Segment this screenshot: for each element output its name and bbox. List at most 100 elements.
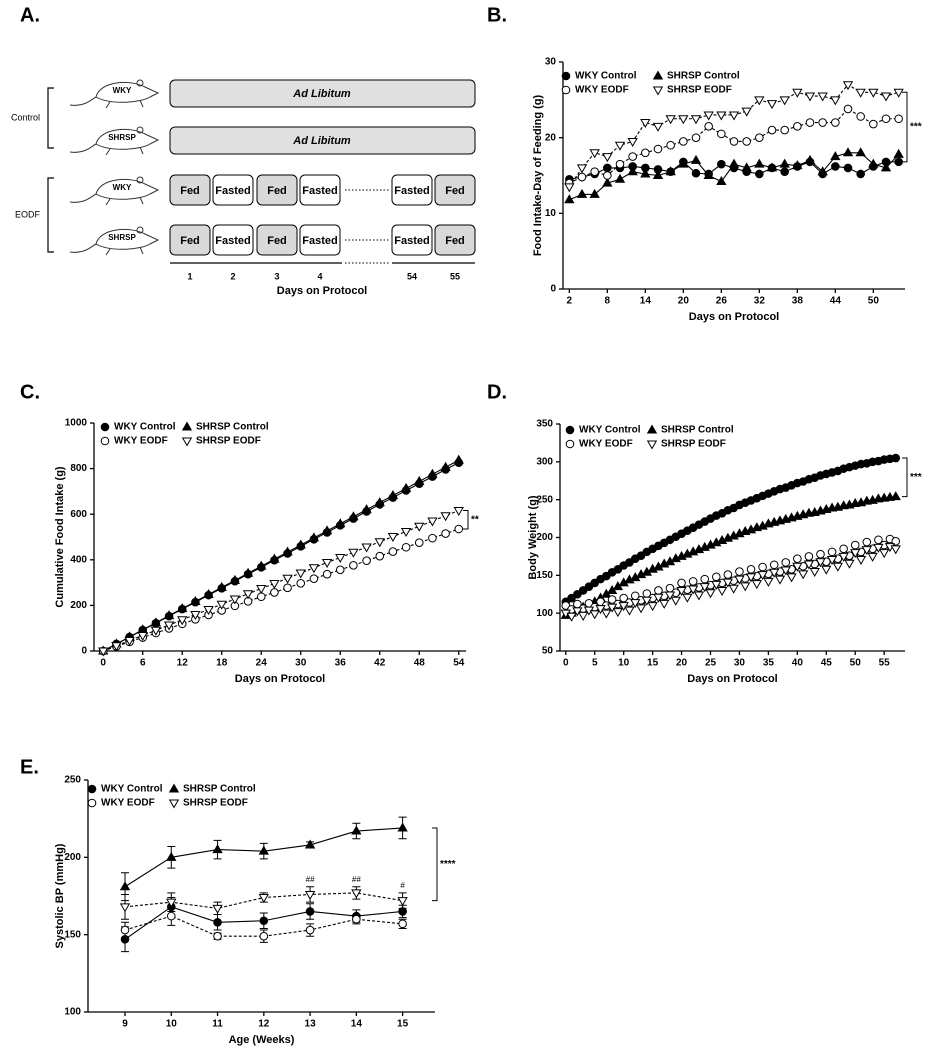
x-tick-label: 20: [678, 296, 690, 307]
legend-label: WKY Control: [101, 784, 163, 795]
x-tick-label: 12: [177, 658, 189, 669]
data-point: [850, 549, 861, 559]
x-tick-label: 50: [868, 296, 880, 307]
data-point: [305, 907, 315, 916]
legend-marker: [561, 71, 571, 81]
data-point: [666, 140, 675, 150]
data-point: [817, 166, 828, 176]
day-label: 1: [187, 271, 192, 281]
data-point: [826, 555, 838, 565]
data-point: [704, 122, 713, 131]
data-point: [640, 168, 651, 178]
x-tick-label: 32: [754, 296, 766, 307]
data-point: [440, 512, 451, 522]
protocol-text: Fed: [267, 235, 287, 247]
data-point: [766, 100, 778, 110]
data-point: [397, 822, 408, 832]
data-point: [728, 158, 740, 168]
legend-label: WKY Control: [579, 425, 641, 436]
data-point: [831, 162, 840, 171]
rat-icon: [69, 128, 160, 156]
data-point: [804, 92, 816, 102]
data-point: [693, 591, 705, 601]
protocol-text: Ad Libitum: [292, 135, 351, 147]
data-point: [703, 111, 714, 121]
annotation: ##: [306, 875, 315, 884]
day-label: 3: [274, 271, 279, 281]
data-point: [804, 154, 816, 164]
data-point: [769, 568, 780, 578]
data-point: [755, 169, 764, 179]
y-tick-label: 600: [70, 509, 87, 520]
legend-label: WKY EODF: [575, 85, 629, 96]
rat-ear: [136, 79, 144, 87]
data-point: [397, 897, 408, 907]
data-point: [618, 602, 629, 612]
data-point: [855, 555, 867, 565]
data-point: [880, 92, 892, 102]
data-point: [691, 168, 701, 178]
data-point: [295, 569, 306, 579]
data-point: [741, 162, 752, 172]
legend-label: WKY EODF: [101, 798, 155, 809]
protocol-text: Fed: [180, 185, 200, 197]
x-tick-label: 42: [374, 658, 386, 669]
data-point: [690, 115, 702, 125]
protocol-cell: [299, 224, 341, 256]
rat-icon: [69, 228, 160, 256]
data-point: [212, 844, 223, 854]
legend-label: SHRSP Control: [196, 422, 269, 433]
y-tick-label: 0: [550, 284, 556, 295]
data-point: [894, 114, 903, 124]
data-point: [615, 159, 625, 169]
data-point: [453, 507, 464, 517]
legend-marker: [652, 86, 664, 96]
rat-ear: [136, 176, 144, 184]
y-tick-label: 800: [70, 463, 87, 474]
y-axis-title: Body Weight (g): [527, 495, 539, 579]
legend-label: SHRSP EODF: [661, 439, 726, 450]
data-point: [893, 148, 904, 158]
x-tick-label: 14: [351, 1019, 363, 1030]
data-point: [335, 554, 346, 564]
data-point: [577, 611, 589, 621]
data-point: [564, 194, 575, 204]
significance-label: ***: [910, 472, 922, 483]
data-point: [803, 560, 815, 570]
y-tick-label: 50: [542, 646, 554, 657]
data-point: [855, 147, 866, 157]
protocol-bar: [169, 126, 476, 155]
y-tick-label: 400: [70, 554, 87, 565]
data-point: [119, 903, 131, 913]
y-tick-label: 100: [64, 1007, 81, 1018]
data-point: [400, 482, 412, 492]
x-tick-label: 35: [763, 658, 775, 669]
data-point: [723, 570, 733, 579]
data-point: [590, 167, 599, 177]
y-tick-label: 200: [536, 532, 553, 543]
data-point: [755, 133, 764, 142]
data-point: [891, 453, 901, 463]
data-point: [716, 176, 727, 186]
data-point: [893, 88, 904, 98]
legend-marker: [87, 784, 97, 794]
data-point: [868, 88, 879, 98]
x-tick-label: 50: [850, 658, 862, 669]
series-line: [103, 528, 459, 652]
data-point: [414, 475, 425, 485]
protocol-cell: [434, 174, 476, 206]
legend-marker: [565, 439, 575, 449]
data-point: [688, 577, 698, 586]
data-point: [641, 148, 650, 158]
data-point: [862, 537, 872, 547]
data-point: [256, 560, 267, 570]
legend-marker: [181, 437, 193, 447]
data-point: [792, 88, 803, 98]
data-point: [754, 96, 765, 106]
legend-marker: [100, 436, 110, 446]
data-point: [427, 468, 438, 478]
data-point: [352, 914, 361, 924]
data-point: [868, 158, 879, 168]
data-point: [564, 183, 575, 193]
